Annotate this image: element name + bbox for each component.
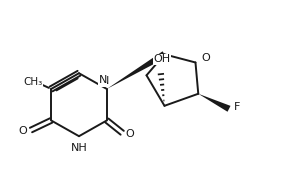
Text: CH₃: CH₃ xyxy=(23,77,43,87)
Text: NH: NH xyxy=(71,143,87,153)
Text: O: O xyxy=(19,126,28,136)
Polygon shape xyxy=(198,94,230,112)
Text: O: O xyxy=(126,129,134,139)
Text: OH: OH xyxy=(153,54,170,64)
Polygon shape xyxy=(107,51,166,89)
Text: N: N xyxy=(98,75,107,85)
Text: N: N xyxy=(100,76,109,86)
Text: F: F xyxy=(234,102,240,113)
Text: O: O xyxy=(201,53,210,63)
